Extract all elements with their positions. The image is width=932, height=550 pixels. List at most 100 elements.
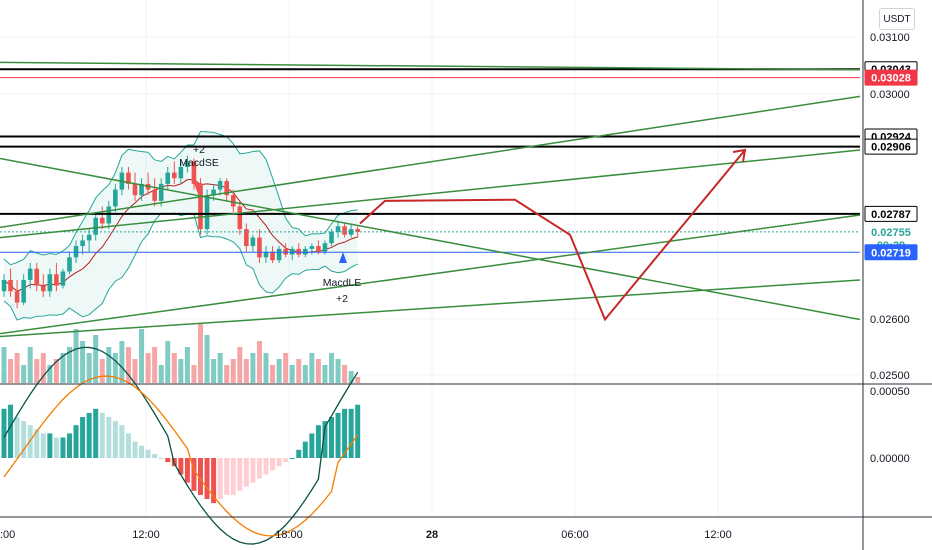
candle-body: [185, 161, 190, 167]
candle-body: [204, 195, 210, 230]
candle-body: [60, 271, 66, 286]
candle-body: [132, 183, 138, 196]
price-badges: 0.030430.030280.029240.029060.027870.027…: [864, 61, 918, 261]
trend-line: [0, 279, 861, 338]
macd-histogram-bar: [93, 408, 99, 458]
bollinger-lower: [3, 212, 358, 321]
badge-box: [864, 244, 918, 261]
macd-histogram-bar: [342, 408, 348, 458]
macd-panel: [1, 346, 361, 545]
macd-histogram-bar: [60, 437, 66, 458]
volume-bar: [243, 359, 249, 383]
candle-body: [335, 226, 341, 232]
macd-histogram-bar: [289, 458, 295, 459]
candle-body: [244, 229, 249, 247]
volume-bar: [27, 347, 33, 383]
macd-histogram-bar: [250, 458, 256, 483]
badge-box: [864, 138, 918, 155]
candle-body: [14, 291, 20, 303]
candle-body: [113, 189, 118, 207]
macd-histogram-bar: [145, 449, 151, 458]
macd-histogram-bar: [315, 425, 321, 458]
candle-body: [67, 257, 72, 272]
macd-histogram-bar: [112, 421, 118, 458]
macd-histogram-bar: [276, 458, 282, 467]
volume-bar: [93, 335, 99, 383]
macd-histogram-bar: [119, 425, 125, 458]
volume-bar: [211, 359, 217, 383]
volume-bar: [309, 353, 315, 383]
volume-bar: [80, 341, 86, 383]
macd-histogram-bar: [67, 433, 72, 458]
macd-histogram-bar: [125, 433, 131, 458]
candle-body: [41, 285, 46, 292]
signal-line: [3, 375, 359, 537]
projection-arrowhead: [732, 148, 747, 163]
volume-bar: [132, 359, 138, 383]
trend-line: [0, 149, 861, 239]
candle-body: [27, 268, 33, 280]
candle-body: [80, 240, 85, 247]
trend-line: [0, 95, 861, 229]
volume-bar: [119, 341, 125, 383]
indicator-tick: 0.00000: [870, 453, 910, 465]
volume-bar: [73, 329, 79, 383]
macd-histogram-bar: [191, 458, 197, 491]
long-signal-label: MacdLE: [323, 277, 362, 289]
volume-bar: [47, 365, 53, 383]
candle-body: [93, 217, 98, 235]
macd-histogram-bar: [21, 421, 27, 458]
candle-body: [211, 189, 216, 196]
price-tick: 0.03000: [870, 89, 910, 101]
macd-histogram-bar: [322, 421, 328, 458]
volume-bar: [165, 341, 171, 383]
volume-bar: [139, 329, 145, 383]
volume-bar: [237, 347, 243, 383]
badge-box: [864, 205, 918, 222]
macd-histogram-bar: [204, 458, 210, 499]
volume-bars: [1, 323, 361, 383]
macd-histogram-bar: [184, 458, 190, 483]
volume-bar: [60, 353, 66, 383]
macd-histogram-bar: [243, 458, 249, 487]
macd-histogram-bar: [335, 412, 341, 458]
macd-histogram-bar: [283, 458, 289, 463]
macd-histogram-bar: [224, 458, 230, 495]
volume-bar: [171, 353, 177, 383]
candle-body: [198, 183, 203, 230]
volume-bar: [335, 359, 341, 383]
volume-bar: [178, 359, 184, 383]
badge-text: 0.02906: [871, 142, 911, 154]
long-signal-count: +2: [336, 293, 348, 305]
trend-line: [0, 214, 861, 335]
time-tick: 18:00: [275, 529, 303, 541]
volume-bar: [276, 359, 282, 383]
volume-bar: [86, 353, 92, 383]
currency-button[interactable]: USDT: [879, 8, 915, 30]
macd-histogram-bar: [34, 429, 40, 458]
volume-bar: [302, 365, 308, 383]
volume-bar: [224, 365, 230, 383]
volume-bar: [34, 359, 40, 383]
candle-body: [47, 274, 53, 292]
level-4-badge: 0.02906: [864, 138, 918, 155]
volume-bar: [112, 353, 118, 383]
horizontal-levels: [0, 68, 860, 253]
time-axis: :00 12:00 18:00 28 06:00 12:00: [0, 529, 732, 541]
volume-bar: [355, 377, 361, 383]
candle-body: [54, 274, 59, 286]
long-signal-arrow: [339, 252, 347, 263]
candle-body: [152, 189, 157, 201]
volume-bar: [1, 347, 7, 383]
candle-body: [348, 229, 354, 235]
candle-body: [224, 181, 229, 196]
volume-bar: [270, 365, 276, 383]
volume-bar: [289, 365, 295, 383]
candle-body: [289, 248, 295, 255]
price-tick: 0.02600: [870, 314, 910, 326]
macd-histogram-bar: [270, 458, 276, 471]
volume-bar: [296, 359, 302, 383]
volume-bar: [184, 347, 190, 383]
macd-histogram-bar: [53, 437, 59, 458]
